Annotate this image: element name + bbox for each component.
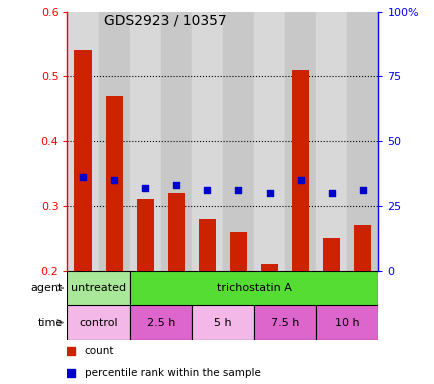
Bar [168,193,184,271]
Point [110,177,117,183]
Bar [129,305,191,340]
Bar [354,225,371,271]
Point [234,187,241,194]
Text: time: time [38,318,63,328]
Bar [322,238,339,271]
Text: control: control [79,318,118,328]
Bar [316,12,347,271]
Text: count: count [84,346,114,356]
Point [67,348,74,354]
Text: GDS2923 / 10357: GDS2923 / 10357 [104,13,226,27]
Bar [129,12,161,271]
Point [141,185,148,191]
Bar [285,12,316,271]
Bar [346,12,378,271]
Point [358,187,365,194]
Text: agent: agent [31,283,63,293]
Bar [230,232,247,271]
Bar [67,271,129,305]
Point [172,182,179,188]
Bar [161,12,191,271]
Point [204,187,210,194]
Bar [98,12,129,271]
Bar [74,50,91,271]
Bar [191,305,253,340]
Bar [253,305,316,340]
Text: trichostatin A: trichostatin A [216,283,291,293]
Bar [67,305,129,340]
Point [67,370,74,376]
Bar [129,271,378,305]
Bar [191,12,223,271]
Text: 2.5 h: 2.5 h [146,318,174,328]
Bar [292,70,309,271]
Bar [136,199,153,271]
Point [79,174,86,180]
Bar [67,12,98,271]
Point [266,190,273,196]
Bar [105,96,122,271]
Text: 7.5 h: 7.5 h [270,318,299,328]
Bar [253,12,285,271]
Point [296,177,303,183]
Bar [198,219,215,271]
Text: percentile rank within the sample: percentile rank within the sample [84,368,260,378]
Point [328,190,335,196]
Text: untreated: untreated [71,283,126,293]
Bar [316,305,378,340]
Text: 10 h: 10 h [334,318,359,328]
Bar [222,12,253,271]
Bar [260,264,277,271]
Text: 5 h: 5 h [214,318,231,328]
